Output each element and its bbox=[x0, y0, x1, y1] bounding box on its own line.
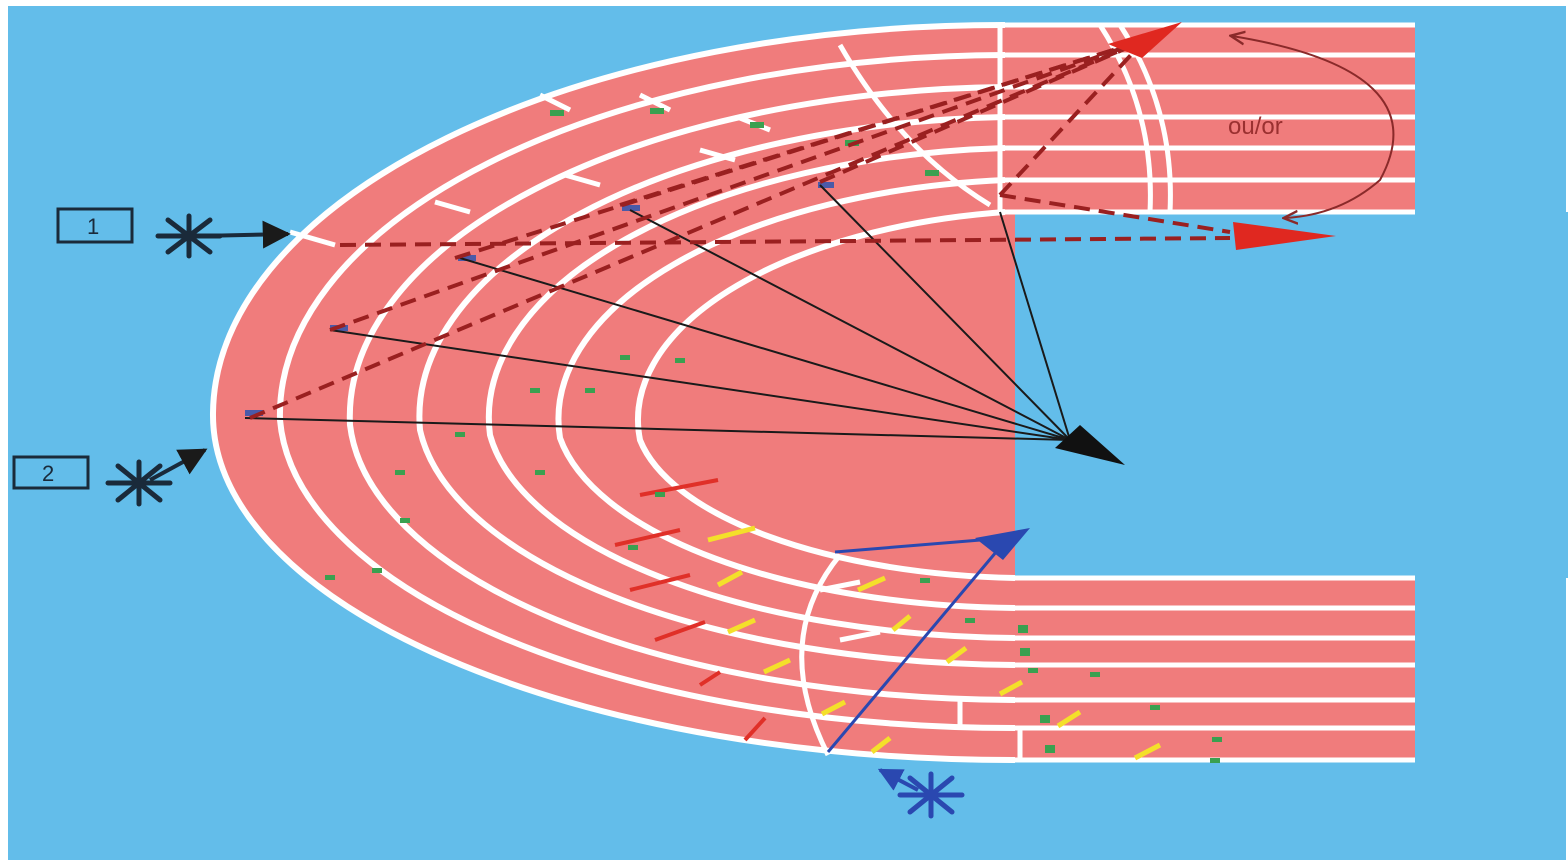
finish-arrow-icon-red-top bbox=[1108, 22, 1182, 58]
start-position-box-1 bbox=[56, 207, 134, 244]
infield bbox=[1015, 212, 1568, 578]
starter-asterisk-icon-3 bbox=[897, 771, 965, 819]
start-lines-red bbox=[614, 478, 767, 742]
dashed-lines-red bbox=[249, 38, 1231, 420]
finish-arrow-icon-red-bottom bbox=[1233, 222, 1336, 250]
starter-arrow-1 bbox=[199, 220, 291, 249]
curved-double-arrow-icon bbox=[1232, 36, 1395, 218]
relay-lines-bottom bbox=[799, 553, 1023, 760]
alternative-note: ou/or bbox=[1228, 113, 1283, 140]
blue-arrows bbox=[826, 536, 1006, 753]
starter-arrow-2 bbox=[149, 448, 208, 482]
finish-arrow-icon-black bbox=[1055, 425, 1125, 465]
starter-asterisk-icon-2 bbox=[105, 459, 173, 507]
start-position-label-1: 1 bbox=[87, 214, 99, 239]
start-marks-green bbox=[325, 108, 1222, 763]
start-lines-yellow bbox=[707, 525, 1162, 761]
starter-arrow-3 bbox=[877, 768, 919, 792]
lane-lines-top-straight bbox=[1000, 22, 1415, 215]
lane-lines-bottom-straight bbox=[1010, 575, 1415, 763]
start-position-box-2 bbox=[12, 455, 90, 490]
sight-lines bbox=[244, 184, 1071, 441]
finish-arrow-icon-blue bbox=[975, 528, 1030, 560]
start-position-label-2: 2 bbox=[42, 461, 54, 486]
track-surface bbox=[212, 24, 1415, 761]
